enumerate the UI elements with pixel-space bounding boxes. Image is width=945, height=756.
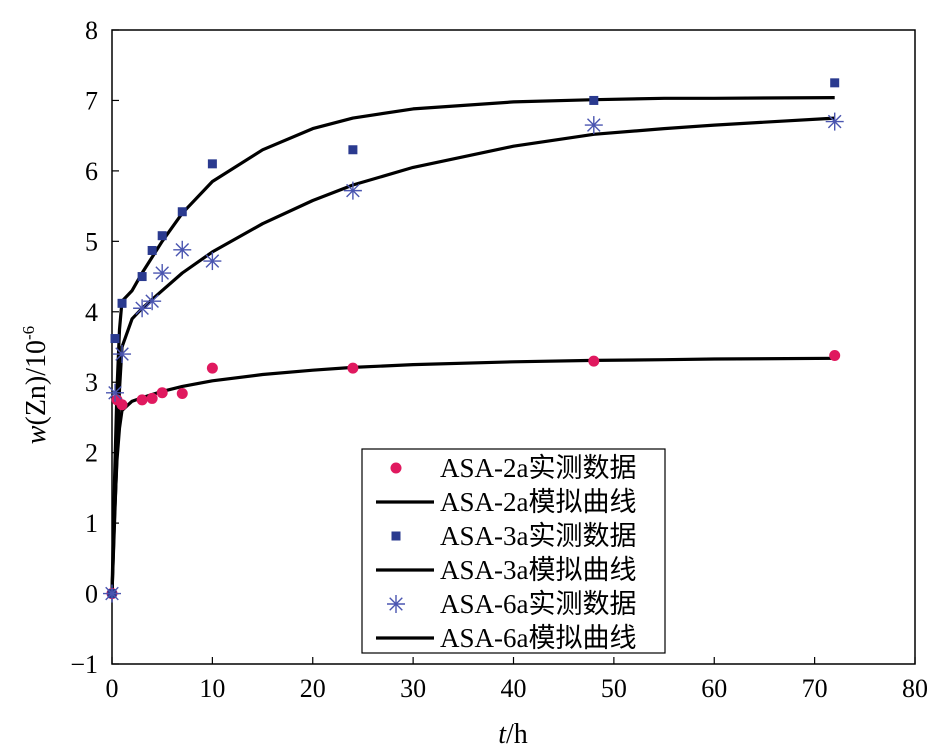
- y-axis-exponent: -6: [19, 326, 38, 340]
- data-point-circle: [156, 387, 168, 399]
- legend: ASA-2a实测数据 ASA-2a模拟曲线 ASA-3a实测数据 ASA-3a模拟曲线…: [361, 448, 666, 654]
- legend-item: ASA-3a实测数据: [391, 521, 637, 551]
- y-tick-label: 7: [85, 86, 98, 115]
- axis-ticks: 0 10 20 30 40 50 60 70 80 −1 0 1 2 3 4 5 6 7 8: [70, 16, 928, 703]
- data-point-circle: [347, 362, 359, 374]
- data-point-square: [110, 334, 120, 344]
- y-tick-label: 3: [85, 368, 98, 397]
- x-tick-label: 10: [199, 674, 225, 703]
- y-tick-label: 1: [85, 509, 98, 538]
- legend-label: ASA-2a实测数据: [440, 453, 637, 483]
- x-tick-label: 0: [106, 674, 119, 703]
- x-tick-label: 80: [902, 674, 928, 703]
- data-point-asterisk: [103, 584, 121, 603]
- x-axis-title: t/h: [498, 719, 528, 750]
- data-point-asterisk: [825, 112, 844, 131]
- data-point-asterisk: [203, 252, 222, 271]
- legend-box: [361, 448, 666, 654]
- y-axis-title: w(Zn)/10-6: [19, 326, 52, 444]
- legend-label: ASA-3a模拟曲线: [440, 555, 637, 585]
- y-tick-label: 5: [85, 227, 98, 256]
- x-tick-label: 40: [501, 674, 527, 703]
- data-point-circle: [390, 462, 402, 474]
- data-point-asterisk: [133, 299, 152, 318]
- x-tick-label: 20: [300, 674, 326, 703]
- y-tick-label: 0: [85, 580, 98, 609]
- data-point-asterisk: [106, 383, 125, 402]
- data-point-square: [207, 159, 217, 169]
- data-markers: [103, 78, 844, 603]
- data-point-circle: [588, 355, 600, 367]
- data-point-square: [117, 298, 127, 308]
- data-point-square: [589, 95, 599, 105]
- y-tick-label: 6: [85, 157, 98, 186]
- x-tick-label: 70: [802, 674, 828, 703]
- data-point-circle: [116, 399, 128, 411]
- data-point-square: [348, 145, 358, 155]
- data-point-square: [147, 245, 157, 255]
- y-tick-label: 2: [85, 439, 98, 468]
- legend-label: ASA-6a实测数据: [440, 589, 637, 619]
- data-point-asterisk: [143, 292, 162, 311]
- y-tick-label: 4: [85, 298, 98, 327]
- data-point-asterisk: [153, 264, 172, 283]
- data-point-asterisk: [173, 240, 192, 259]
- y-axis-unit: (Zn)/10: [21, 340, 52, 426]
- model-curve: [110, 116, 835, 594]
- data-point-square: [830, 78, 840, 88]
- data-point-circle: [176, 387, 188, 399]
- y-axis-variable: w: [21, 425, 52, 444]
- data-point-square: [157, 231, 167, 241]
- x-axis-variable: t: [498, 719, 507, 750]
- x-tick-label: 60: [701, 674, 727, 703]
- x-tick-label: 30: [400, 674, 426, 703]
- legend-item: ASA-6a模拟曲线: [376, 623, 637, 653]
- data-point-asterisk: [387, 595, 405, 613]
- data-point-square: [137, 272, 147, 282]
- data-point-circle: [206, 362, 218, 374]
- y-tick-label: −1: [70, 650, 98, 679]
- x-axis-unit: /h: [506, 719, 528, 750]
- legend-label: ASA-6a模拟曲线: [440, 623, 637, 653]
- data-point-asterisk: [113, 345, 132, 364]
- legend-label: ASA-2a模拟曲线: [440, 487, 637, 517]
- y-tick-label: 8: [85, 16, 98, 45]
- data-point-square: [391, 531, 401, 541]
- x-tick-label: 50: [601, 674, 627, 703]
- data-point-asterisk: [343, 181, 362, 200]
- legend-item: ASA-6a实测数据: [387, 589, 637, 619]
- legend-item: ASA-2a模拟曲线: [376, 487, 637, 517]
- data-point-square: [177, 207, 187, 217]
- legend-item: ASA-2a实测数据: [390, 453, 637, 483]
- data-point-circle: [829, 349, 841, 361]
- data-point-circle: [146, 392, 158, 404]
- data-point-circle: [136, 394, 148, 406]
- legend-label: ASA-3a实测数据: [440, 521, 637, 551]
- legend-item: ASA-3a模拟曲线: [376, 555, 637, 585]
- data-point-asterisk: [584, 116, 603, 135]
